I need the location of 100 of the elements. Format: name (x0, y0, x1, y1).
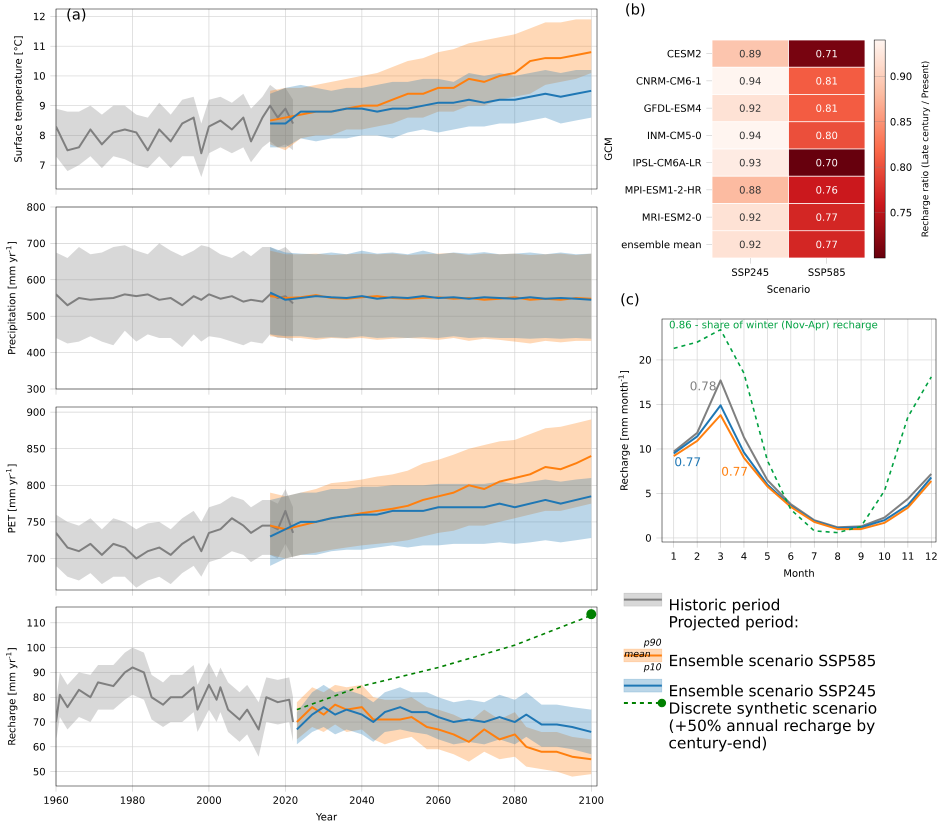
annotation: 0.77 (722, 466, 747, 476)
legend-label: Ensemble scenario SSP585 (670, 654, 875, 666)
line-series (672, 328, 932, 534)
legend-title: Projected period: (670, 616, 798, 631)
x-tick-label: 1 (672, 552, 676, 560)
x-tick-label: 1960 (44, 796, 68, 804)
y-tick-label: 50 (34, 768, 45, 776)
line-series (269, 51, 592, 122)
y-axis-title: Precipitation [mm yr$^{-1}$] (6, 242, 18, 354)
data-label: 0.76 (816, 186, 838, 194)
y-tick-label: 5 (646, 490, 651, 498)
data-label: 0.92 (740, 213, 760, 221)
annotation: 0.78 (690, 381, 716, 390)
y-tick-label: 8 (40, 132, 45, 140)
y-tick-label: 0 (646, 534, 651, 542)
x-axis-title: Month (784, 569, 814, 577)
y-tick-label: 9 (40, 102, 45, 110)
x-tick-label: 6 (788, 552, 794, 560)
x-tick-label: 2080 (502, 796, 527, 804)
line-series (296, 706, 592, 733)
y-tick-label: GFDL-ESM4 (644, 104, 702, 112)
color-bar-title: Recharge ratio (Late century / Present) (921, 61, 930, 236)
y-tick-label: 20 (640, 356, 651, 364)
data-label: 0.77 (816, 213, 838, 221)
y-tick-label: 10 (640, 445, 651, 453)
legend-label: Discrete synthetic scenario (+50% annual recharge by century-end) (669, 702, 876, 752)
y-tick-label: 80 (34, 693, 45, 702)
data-label: 0.94 (740, 77, 761, 85)
y-tick-label: 15 (640, 400, 651, 408)
x-axis-title: Year (316, 813, 338, 821)
x-tick-label: 11 (902, 552, 914, 560)
line-series (672, 379, 932, 528)
y-tick-label: 700 (27, 240, 45, 248)
y-tick-label: ensemble mean (622, 240, 701, 248)
y-tick-label: 800 (27, 482, 45, 490)
color-bar-label: 0.90 (890, 72, 912, 80)
data-label: 0.71 (816, 50, 837, 58)
x-tick-label: 4 (741, 552, 747, 560)
y-tick-label: 60 (34, 743, 45, 751)
legend-label: Ensemble scenario SSP245 (670, 684, 875, 696)
chart-title: (a) (67, 8, 86, 22)
data-label: 0.81 (816, 77, 837, 85)
x-tick-label: 2020 (273, 796, 298, 804)
color-bar-label: 0.75 (890, 208, 912, 216)
line-series (56, 104, 294, 154)
y-tick-label: MPI-ESM1-2-HR (626, 186, 702, 194)
y-tick-label: MRI-ESM2-0 (642, 213, 701, 221)
x-tick-label: 1980 (120, 796, 145, 804)
color-bar-label: 0.85 (890, 118, 912, 126)
data-label: 0.93 (740, 158, 761, 166)
color-bar-label: 0.80 (890, 163, 912, 171)
x-tick-label: 5 (764, 552, 770, 560)
chart-title: (c) (621, 293, 638, 306)
data-label: 0.77 (816, 240, 838, 248)
x-tick-label: 3 (718, 552, 723, 560)
y-tick-label: 100 (28, 644, 45, 652)
y-tick-label: 11 (34, 42, 45, 50)
x-tick-label: 7 (812, 552, 817, 560)
text: mean (624, 652, 650, 658)
legend-label: Historic period (670, 598, 780, 614)
y-axis-title: GCM (604, 138, 612, 160)
text: p10 (644, 663, 662, 672)
annotation: 0.86 - share of winter (Nov-Apr) recharge (670, 320, 878, 330)
x-tick-label: SSP585 (808, 268, 845, 276)
data-label: 0.92 (740, 240, 760, 248)
x-tick-label: 2 (694, 552, 700, 560)
x-tick-label: 2000 (196, 796, 221, 804)
y-axis-title: PET [mm yr$^{-1}$] (6, 464, 18, 532)
data-label: 0.80 (816, 132, 838, 140)
x-axis-title: Scenario (767, 285, 810, 293)
data-label: 0.88 (740, 186, 761, 194)
y-tick-label: IPSL-CM6A-LR (634, 158, 702, 166)
line-series (56, 293, 294, 306)
y-tick-label: 10 (34, 72, 45, 80)
y-tick-label: INM-CM5-0 (648, 132, 701, 140)
x-tick-label: SSP245 (732, 268, 768, 276)
text: p90 (644, 638, 662, 648)
chart-title: (b) (626, 3, 644, 16)
y-tick-label: 7 (40, 162, 45, 169)
y-tick-label: 750 (27, 518, 45, 526)
y-axis-title: Recharge [mm month$^{-1}$] (618, 370, 630, 490)
x-tick-label: 2060 (426, 796, 450, 804)
y-tick-label: 900 (27, 408, 45, 416)
data-label: 0.94 (740, 132, 761, 140)
x-tick-label: 8 (835, 552, 840, 560)
y-tick-label: 850 (27, 444, 45, 452)
x-tick-label: 12 (926, 552, 937, 560)
line-series (269, 455, 592, 530)
y-tick-label: 400 (26, 348, 45, 356)
x-tick-label: 2040 (350, 796, 374, 804)
y-tick-label: 90 (34, 668, 45, 676)
data-label: 0.81 (816, 104, 837, 112)
x-tick-label: 9 (858, 552, 864, 560)
line-series (269, 292, 592, 301)
y-tick-label: CESM2 (668, 50, 701, 58)
annotation: 0.77 (675, 457, 700, 466)
y-tick-label: 300 (27, 385, 45, 393)
y-tick-label: 700 (27, 554, 45, 562)
y-tick-label: 600 (27, 276, 45, 284)
data-label: 0.70 (816, 158, 838, 166)
